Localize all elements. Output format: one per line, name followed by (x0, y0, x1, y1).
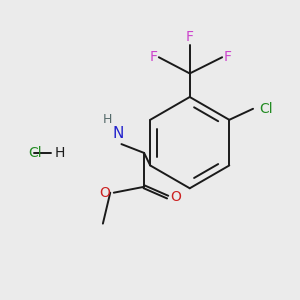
Text: H: H (54, 146, 65, 160)
Text: Cl: Cl (259, 102, 273, 116)
Text: O: O (171, 190, 182, 204)
Text: F: F (224, 50, 232, 64)
Text: Cl: Cl (28, 146, 41, 160)
Text: H: H (103, 113, 112, 126)
Text: O: O (99, 186, 110, 200)
Text: F: F (186, 30, 194, 44)
Text: N: N (113, 126, 124, 141)
Text: F: F (149, 50, 158, 64)
